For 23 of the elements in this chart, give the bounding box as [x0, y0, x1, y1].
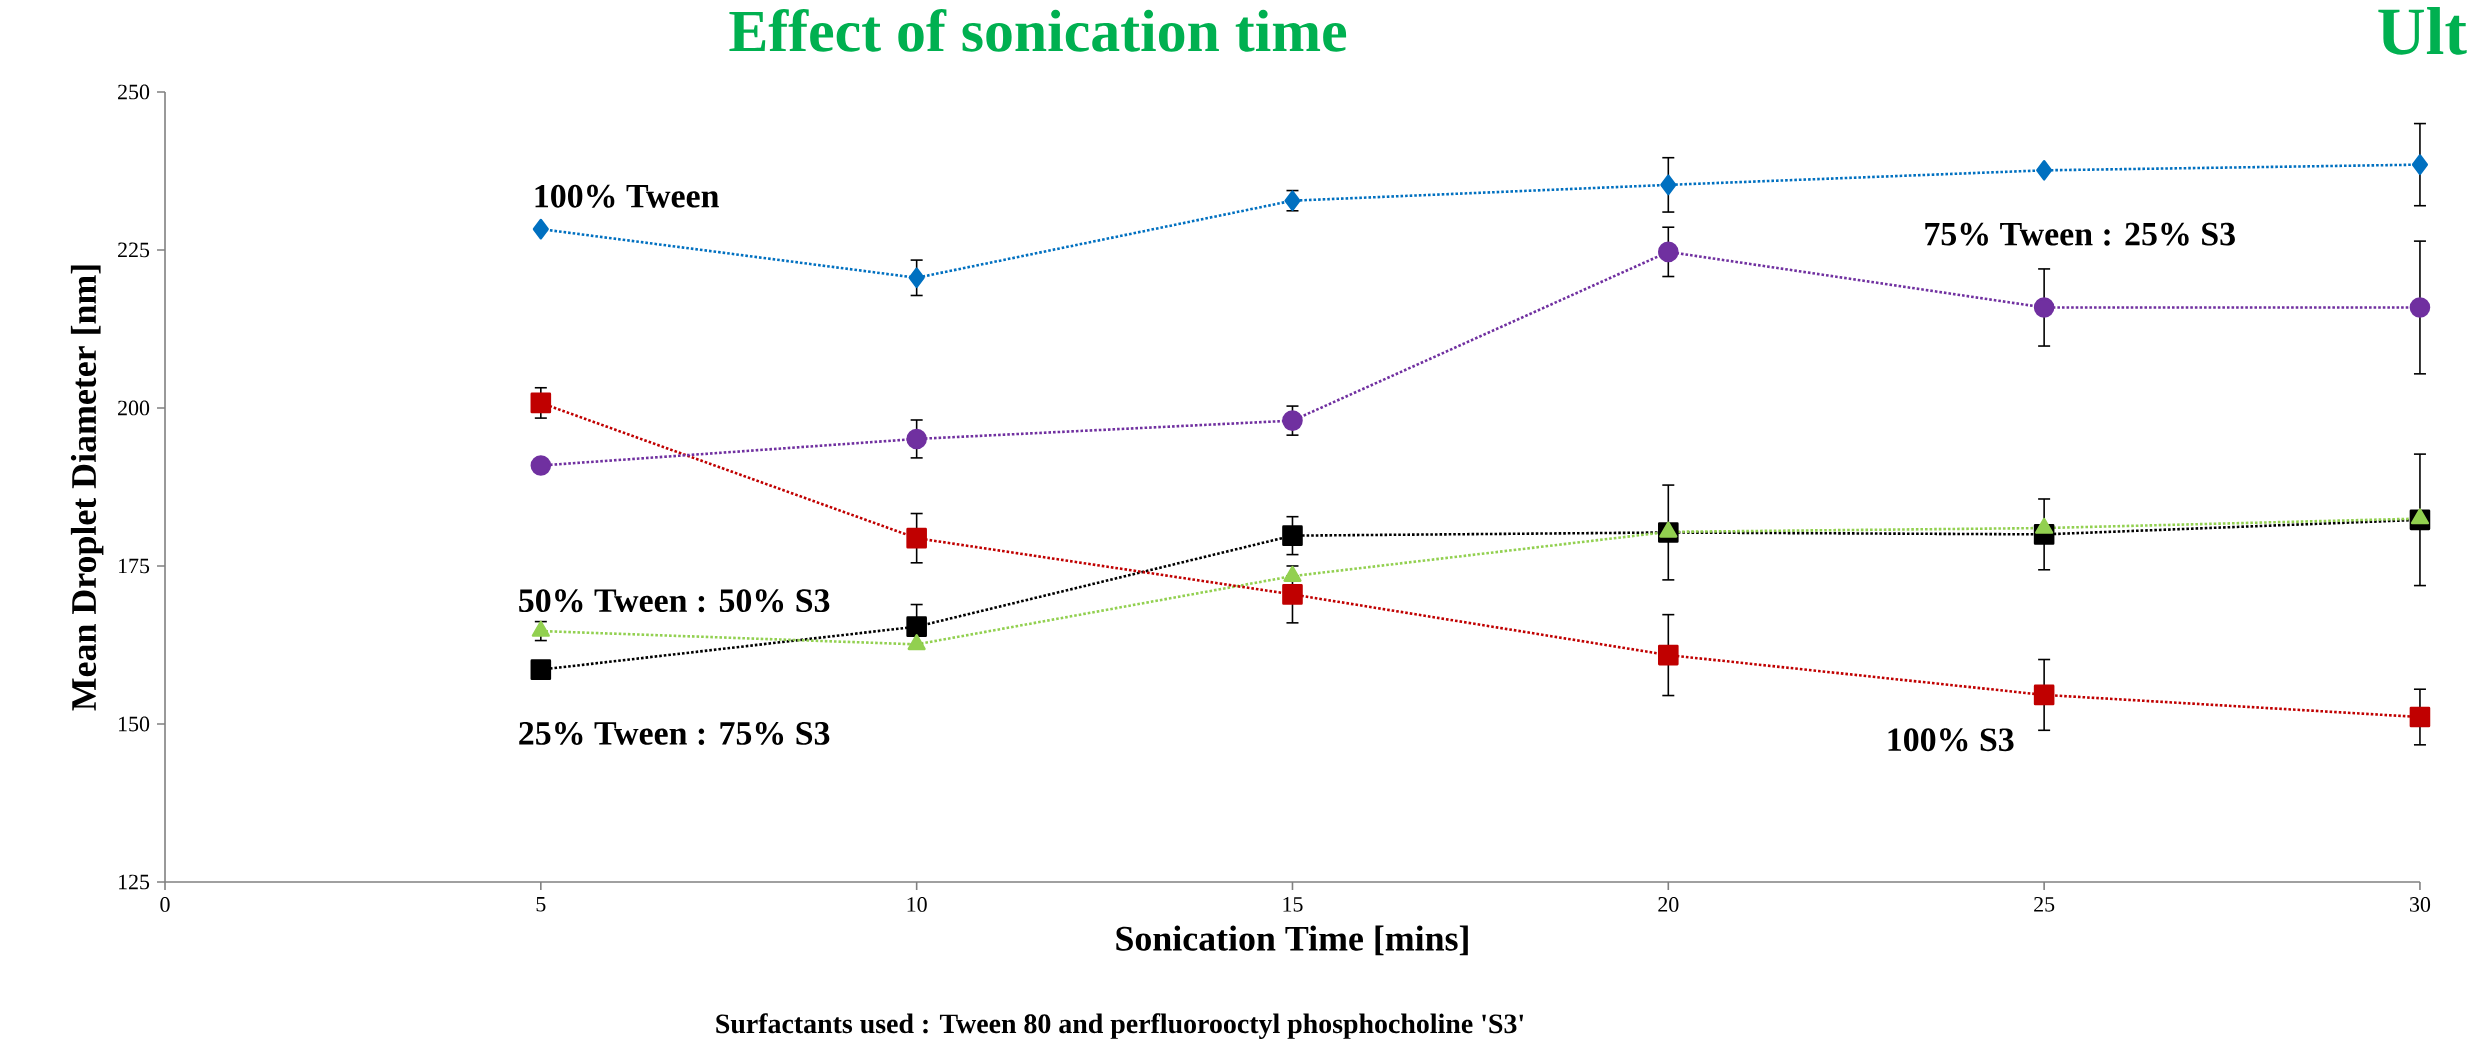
x-tick-label: 25: [2034, 897, 2055, 912]
y-tick-label: 175: [119, 558, 150, 574]
y-tick-label: 200: [118, 400, 150, 416]
series-label: 75% Tween : 25% S3: [1925, 222, 2235, 246]
series-label: 100% S3: [1888, 728, 2014, 752]
y-tick-label: 250: [118, 84, 150, 100]
y-tick-label: 125: [119, 874, 150, 890]
x-tick-label: 30: [2410, 897, 2431, 912]
series-label: 50% Tween : 50% S3: [519, 589, 830, 613]
x-tick-label: 5: [536, 897, 546, 912]
text: Ult: [2378, 7, 2467, 55]
x-tick-label: 15: [1283, 897, 1303, 912]
series-label: 25% Tween : 75% S3: [519, 721, 830, 745]
x-axis-title: Sonication Time [mins]: [1116, 925, 1468, 956]
x-tick-label: 20: [1658, 897, 1679, 912]
x-tick-label: 0: [160, 897, 170, 912]
text: Surfactants used : Tween 80 and perfluorooctyl phosphocholine 'S3': [716, 1013, 1524, 1039]
y-tick-label: 225: [118, 242, 150, 258]
y-tick-label: 150: [119, 716, 150, 732]
series-label: 100% Tween: [535, 184, 719, 208]
x-tick-label: 10: [907, 897, 927, 912]
y-axis-title: Mean Droplet Diameter [nm]: [70, 265, 104, 711]
chart-title: Effect of sonication time: [729, 9, 1347, 52]
